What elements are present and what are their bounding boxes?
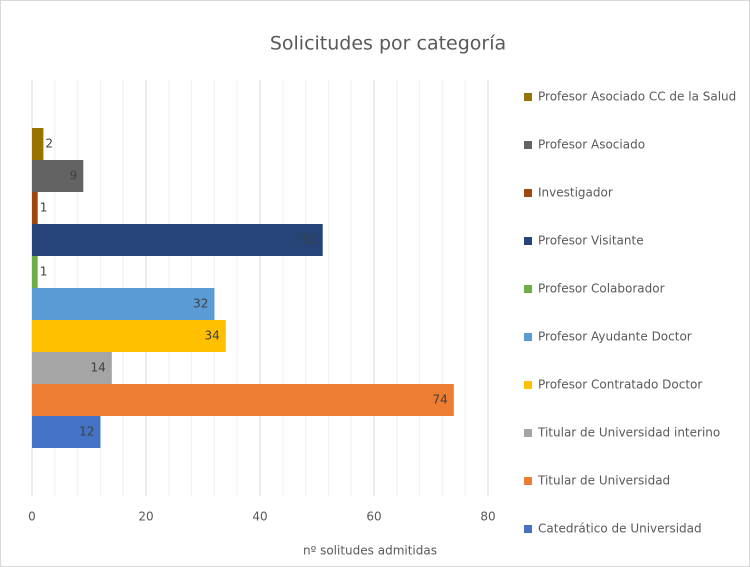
x-tick-label: 80: [480, 510, 495, 524]
x-tick-label: 40: [252, 510, 267, 524]
bar: [32, 224, 323, 256]
bar: [32, 128, 44, 160]
chart-title: Solicitudes por categoría: [270, 33, 506, 55]
data-label: 12: [79, 425, 94, 439]
bar: [32, 288, 215, 320]
legend-label: Profesor Colaborador: [538, 282, 665, 296]
x-tick-label: 20: [138, 510, 153, 524]
legend-swatch: [524, 333, 532, 341]
legend-swatch: [524, 237, 532, 245]
legend-swatch: [524, 93, 532, 101]
bar: [32, 352, 112, 384]
x-tick-label: 0: [28, 510, 36, 524]
data-label: 1: [40, 265, 48, 279]
x-axis-label: nº solitudes admitidas: [303, 544, 437, 558]
data-label: 34: [205, 329, 220, 343]
x-tick-label: 60: [366, 510, 381, 524]
legend-label: Titular de Universidad interino: [537, 426, 720, 440]
legend-label: Investigador: [538, 186, 613, 200]
legend-label: Profesor Ayudante Doctor: [538, 330, 692, 344]
legend-swatch: [524, 525, 532, 533]
data-label: 9: [70, 169, 78, 183]
legend-label: Catedrático de Universidad: [538, 522, 702, 536]
legend-swatch: [524, 477, 532, 485]
bar: [32, 416, 101, 448]
bar: [32, 160, 84, 192]
legend-swatch: [524, 141, 532, 149]
legend-swatch: [524, 285, 532, 293]
data-label: 2: [45, 137, 53, 151]
legend-swatch: [524, 189, 532, 197]
legend-label: Titular de Universidad: [537, 474, 670, 488]
data-label: 51: [301, 233, 316, 247]
legend-label: Profesor Asociado CC de la Salud: [538, 90, 736, 104]
data-label: 14: [91, 361, 106, 375]
legend-swatch: [524, 381, 532, 389]
legend-label: Profesor Asociado: [538, 138, 645, 152]
legend-label: Profesor Contratado Doctor: [538, 378, 702, 392]
bar: [32, 384, 454, 416]
bar: [32, 320, 226, 352]
legend-swatch: [524, 429, 532, 437]
bar: [32, 256, 38, 288]
data-label: 74: [433, 393, 448, 407]
data-label: 1: [40, 201, 48, 215]
legend-label: Profesor Visitante: [538, 234, 644, 248]
bar: [32, 192, 38, 224]
data-label: 32: [193, 297, 208, 311]
